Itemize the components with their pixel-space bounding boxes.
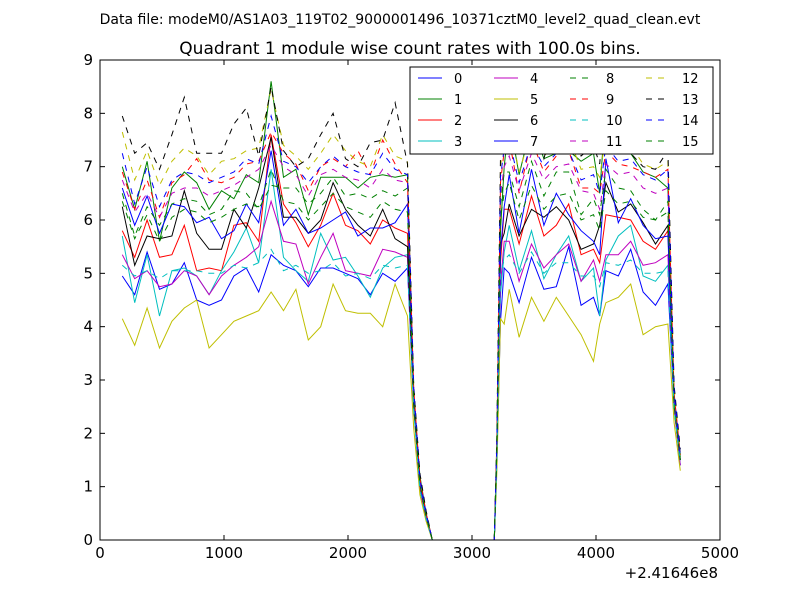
y-tick-label: 8 <box>83 104 93 122</box>
legend-label-9: 9 <box>606 93 614 108</box>
legend-label-10: 10 <box>606 114 623 129</box>
series-line-12 <box>121 89 681 540</box>
legend-label-1: 1 <box>454 93 462 108</box>
series-line-3 <box>121 169 681 540</box>
y-tick-label: 2 <box>83 424 93 442</box>
series-line-14 <box>121 114 681 540</box>
legend-label-5: 5 <box>530 93 538 108</box>
series-line-11 <box>121 144 681 540</box>
legend-label-8: 8 <box>606 72 614 87</box>
figure-suptitle: Data file: modeM0/AS1A03_119T02_90000014… <box>100 12 701 28</box>
legend-label-7: 7 <box>530 135 538 150</box>
legend-label-2: 2 <box>454 114 462 129</box>
x-tick-label: 2000 <box>329 544 367 562</box>
series-line-9 <box>121 130 681 540</box>
y-tick-label: 0 <box>83 531 93 549</box>
y-tick-label: 4 <box>83 318 93 336</box>
legend-label-11: 11 <box>606 135 623 150</box>
y-tick-label: 3 <box>83 371 93 389</box>
chart-title: Quadrant 1 module wise count rates with … <box>179 39 640 59</box>
x-tick-label: 5000 <box>701 544 739 562</box>
legend-label-4: 4 <box>530 72 538 87</box>
legend-label-12: 12 <box>682 72 699 87</box>
y-tick-label: 9 <box>83 51 93 69</box>
legend-box <box>409 66 714 155</box>
x-tick-label: 0 <box>95 544 105 562</box>
y-tick-label: 1 <box>83 478 93 496</box>
legend-label-0: 0 <box>454 72 462 87</box>
x-tick-label: 3000 <box>453 544 491 562</box>
series-line-5 <box>121 282 681 540</box>
legend-label-3: 3 <box>454 135 462 150</box>
series-line-7 <box>121 150 681 540</box>
legend-label-14: 14 <box>682 114 699 129</box>
series-line-8 <box>121 159 681 540</box>
y-tick-label: 6 <box>83 211 93 229</box>
y-tick-label: 5 <box>83 264 93 282</box>
plot-frame <box>99 59 721 541</box>
plot-area <box>121 81 681 540</box>
x-tick-label: 1000 <box>205 544 243 562</box>
series-line-15 <box>121 167 681 540</box>
x-offset-label: +2.41646e8 <box>625 564 718 582</box>
legend-label-15: 15 <box>682 135 699 150</box>
x-tick-label: 4000 <box>577 544 615 562</box>
y-tick-label: 7 <box>83 158 93 176</box>
series-line-6 <box>121 137 681 540</box>
series-line-10 <box>121 248 681 540</box>
legend-label-13: 13 <box>682 93 699 108</box>
series-line-4 <box>121 199 681 540</box>
legend-label-6: 6 <box>530 114 538 129</box>
